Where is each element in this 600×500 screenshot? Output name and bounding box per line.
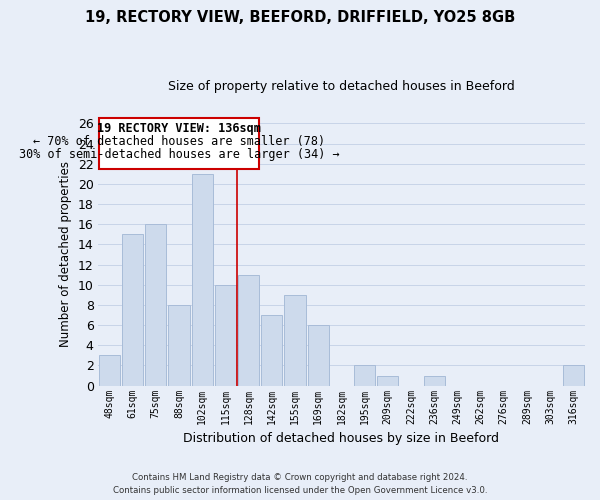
Text: 30% of semi-detached houses are larger (34) →: 30% of semi-detached houses are larger (… — [19, 148, 340, 161]
Y-axis label: Number of detached properties: Number of detached properties — [59, 162, 72, 348]
Bar — [169, 305, 190, 386]
Bar — [308, 325, 329, 386]
Bar — [354, 366, 375, 386]
Bar — [261, 315, 283, 386]
Bar — [377, 376, 398, 386]
Bar — [99, 356, 120, 386]
Text: ← 70% of detached houses are smaller (78): ← 70% of detached houses are smaller (78… — [33, 135, 325, 148]
Text: 19 RECTORY VIEW: 136sqm: 19 RECTORY VIEW: 136sqm — [97, 122, 261, 135]
Text: 19, RECTORY VIEW, BEEFORD, DRIFFIELD, YO25 8GB: 19, RECTORY VIEW, BEEFORD, DRIFFIELD, YO… — [85, 10, 515, 25]
Bar — [424, 376, 445, 386]
Bar — [191, 174, 213, 386]
Title: Size of property relative to detached houses in Beeford: Size of property relative to detached ho… — [168, 80, 515, 93]
Bar — [122, 234, 143, 386]
Bar — [284, 295, 305, 386]
Bar — [563, 366, 584, 386]
Bar — [215, 285, 236, 386]
X-axis label: Distribution of detached houses by size in Beeford: Distribution of detached houses by size … — [184, 432, 499, 445]
Bar — [99, 118, 259, 168]
Bar — [238, 274, 259, 386]
Bar — [145, 224, 166, 386]
Text: Contains HM Land Registry data © Crown copyright and database right 2024.
Contai: Contains HM Land Registry data © Crown c… — [113, 473, 487, 495]
